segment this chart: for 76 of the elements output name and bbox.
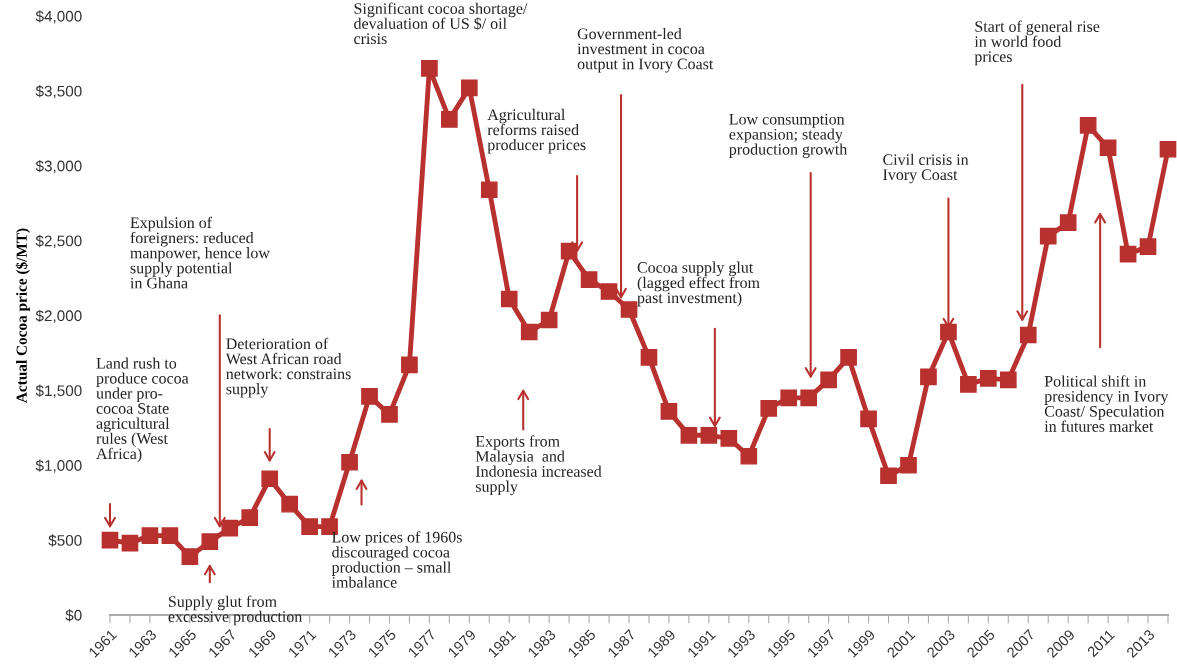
point xyxy=(1039,227,1057,245)
point xyxy=(900,456,917,474)
point xyxy=(1019,326,1037,344)
y-tick-label: $4,000 xyxy=(35,10,82,24)
y-tick-label: $0 xyxy=(65,609,82,622)
point xyxy=(121,534,139,552)
point xyxy=(980,370,997,387)
point xyxy=(780,389,798,407)
annotation: Expulsion of foreigners: reduced manpower, hence low supply potential in Ghana xyxy=(130,216,270,289)
point xyxy=(500,290,518,308)
y-axis-title: Actual Cocoa price ($/MT) xyxy=(15,228,30,403)
annotation: Start of general rise in world food prices xyxy=(974,20,1100,66)
point xyxy=(381,406,398,423)
point xyxy=(1079,116,1097,134)
point xyxy=(1159,140,1177,158)
y-tick-label: $2,000 xyxy=(35,309,82,323)
annotation: Exports from Malaysia and Indonesia increased supply xyxy=(475,435,602,496)
point xyxy=(181,548,199,565)
point xyxy=(1099,139,1117,157)
point xyxy=(1119,245,1137,263)
point xyxy=(441,110,458,128)
point xyxy=(1059,214,1077,231)
point xyxy=(840,349,857,366)
annotation: Land rush to produce cocoa under pro- cocoa State agricultural rules (West Africa) xyxy=(96,357,189,463)
point xyxy=(540,311,558,329)
annotation: Low prices of 1960s discouraged cocoa production – small imbalance xyxy=(331,531,462,588)
y-tick-label: $3,000 xyxy=(35,159,82,174)
point xyxy=(800,389,818,407)
point xyxy=(860,410,877,428)
y-tick-label: $2,500 xyxy=(35,234,82,249)
point xyxy=(361,388,378,405)
point xyxy=(161,527,179,544)
point xyxy=(281,495,298,513)
annotation: Deterioration of West African road network: constrains supply xyxy=(225,337,351,398)
point xyxy=(720,429,738,447)
point xyxy=(660,403,678,420)
point xyxy=(520,323,538,341)
point xyxy=(640,349,658,366)
annotation: Cocoa supply glut (lagged effect from past investment) xyxy=(637,261,760,307)
point xyxy=(261,470,279,488)
point xyxy=(201,533,219,550)
point xyxy=(760,400,778,417)
y-tick-label: $500 xyxy=(48,534,82,547)
point xyxy=(460,79,478,97)
point xyxy=(221,519,239,537)
annotation: Civil crisis in Ivory Coast xyxy=(883,153,969,184)
point xyxy=(740,447,758,465)
annotation: Significant cocoa shortage/ devaluation of US $/ oil crisis xyxy=(354,2,528,45)
point xyxy=(341,453,358,471)
point xyxy=(960,376,977,393)
point xyxy=(600,283,618,300)
point xyxy=(880,467,897,485)
point xyxy=(421,60,438,77)
annotation: Agricultural reforms raised producer prices xyxy=(487,108,586,154)
point xyxy=(101,531,119,549)
point xyxy=(620,301,638,318)
point xyxy=(820,371,837,389)
point xyxy=(480,181,498,199)
point xyxy=(141,527,159,544)
point xyxy=(940,323,957,341)
annotation: Government-led investment in cocoa output in Ivory Coast xyxy=(577,27,714,73)
y-tick-label: $1,000 xyxy=(35,459,82,473)
annotation: Supply glut from excessive production xyxy=(168,595,303,626)
y-tick-label: $3,500 xyxy=(35,85,82,99)
point xyxy=(700,426,718,444)
annotation: Political shift in presidency in Ivory Coast/ Speculation in futures market xyxy=(1044,375,1169,432)
point xyxy=(241,509,259,526)
point xyxy=(920,368,937,386)
point xyxy=(580,271,598,288)
point xyxy=(301,518,318,535)
point xyxy=(999,371,1017,389)
point xyxy=(401,356,418,374)
y-tick-label: $1,500 xyxy=(35,384,82,398)
point xyxy=(1139,238,1157,255)
point xyxy=(680,426,698,444)
annotation: Low consumption expansion; steady production growth xyxy=(729,113,848,158)
